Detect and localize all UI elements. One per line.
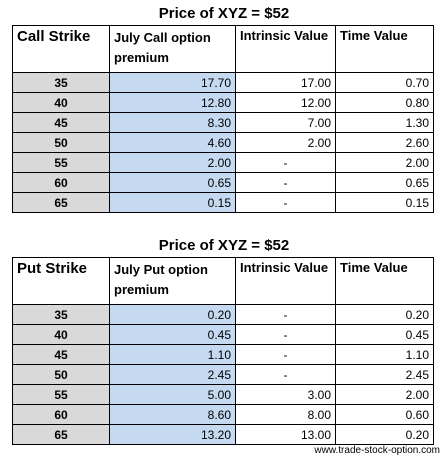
put-time-value-cell: 0.45 [335,324,434,345]
call-premium-cell: 17.70 [109,72,236,93]
call-strike-cell: 35 [12,72,110,93]
put-intrinsic-cell: 3.00 [235,384,336,405]
put-premium-cell: 0.45 [109,324,236,345]
call-intrinsic-cell: 12.00 [235,92,336,113]
call-time-value-cell: 0.65 [335,172,434,193]
call-intrinsic-cell: 17.00 [235,72,336,93]
put-table-row: 40 0.45-0.45 [12,324,434,345]
put-intrinsic-cell: - [235,364,336,385]
put-time-value-cell: 0.20 [335,304,434,325]
call-intrinsic-cell: - [235,152,336,173]
call-table-row: 35 17.70 17.00 0.70 [12,72,434,93]
call-premium-cell: 2.00 [109,152,236,173]
put-intrinsic-cell: 13.00 [235,424,336,445]
put-premium-cell: 1.10 [109,344,236,365]
call-strike-cell: 45 [12,112,110,133]
put-strike-cell: 65 [12,424,110,445]
put-strike-cell: 60 [12,404,110,425]
call-intrinsic-cell: 7.00 [235,112,336,133]
put-table-row: 35 0.20-0.20 [12,304,434,325]
call-premium-cell: 4.60 [109,132,236,153]
put-table-row: 65 13.20 13.00 0.20 [12,424,434,445]
put-strike-cell: 40 [12,324,110,345]
put-strike-cell: 50 [12,364,110,385]
call-intrinsic-cell: - [235,172,336,193]
call-table-row: 60 0.65-0.65 [12,172,434,193]
put-time-header: Time Value [335,257,434,305]
call-table-title: Price of XYZ = $52 [158,5,290,22]
call-time-value-cell: 2.60 [335,132,434,153]
put-premium-cell: 8.60 [109,404,236,425]
put-table-title: Price of XYZ = $52 [158,237,290,254]
put-intrinsic-cell: - [235,304,336,325]
put-time-value-cell: 1.10 [335,344,434,365]
call-premium-cell: 12.80 [109,92,236,113]
call-time-header: Time Value [335,25,434,73]
put-table-row: 55 5.00 3.00 2.00 [12,384,434,405]
put-strike-cell: 55 [12,384,110,405]
put-intrinsic-cell: - [235,344,336,365]
call-table-body: 35 17.70 17.00 0.70 40 12.80 12.00 0.80 45 8.30 7.… [12,72,434,213]
source-watermark: www.trade-stock-option.com [314,445,440,456]
put-premium-header: July Put option premium [109,257,236,305]
put-premium-cell: 0.20 [109,304,236,325]
call-table-row: 40 12.80 12.00 0.80 [12,92,434,113]
call-intrinsic-cell: 2.00 [235,132,336,153]
call-strike-cell: 65 [12,192,110,213]
put-premium-cell: 2.45 [109,364,236,385]
put-time-value-cell: 0.60 [335,404,434,425]
put-intrinsic-cell: - [235,324,336,345]
call-table-row: 65 0.15-0.15 [12,192,434,213]
put-table-row: 50 2.45-2.45 [12,364,434,385]
call-time-value-cell: 0.15 [335,192,434,213]
put-time-value-cell: 0.20 [335,424,434,445]
put-time-value-cell: 2.00 [335,384,434,405]
call-strike-cell: 55 [12,152,110,173]
put-strike-cell: 45 [12,344,110,365]
call-intrinsic-header: Intrinsic Value [235,25,336,73]
put-table-row: 45 1.10-1.10 [12,344,434,365]
call-strike-cell: 50 [12,132,110,153]
put-intrinsic-cell: 8.00 [235,404,336,425]
call-intrinsic-cell: - [235,192,336,213]
call-strike-cell: 60 [12,172,110,193]
call-time-value-cell: 0.70 [335,72,434,93]
call-premium-header: July Call option premium [109,25,236,73]
call-options-table: Call Strike July Call option premium Int… [12,25,434,213]
put-strike-cell: 35 [12,304,110,325]
put-intrinsic-header: Intrinsic Value [235,257,336,305]
call-header-row: Call Strike July Call option premium Int… [12,25,434,73]
call-strike-cell: 40 [12,92,110,113]
call-premium-cell: 0.65 [109,172,236,193]
put-premium-cell: 13.20 [109,424,236,445]
call-time-value-cell: 0.80 [335,92,434,113]
call-time-value-cell: 1.30 [335,112,434,133]
call-table-row: 50 4.60 2.00 2.60 [12,132,434,153]
put-header-row: Put Strike July Put option premium Intri… [12,257,434,305]
call-premium-cell: 0.15 [109,192,236,213]
put-table-body: 35 0.20-0.20 40 0.45-0.45 45 1.10-1.10 50 2.45-… [12,304,434,445]
call-table-row: 45 8.30 7.00 1.30 [12,112,434,133]
call-table-row: 55 2.00-2.00 [12,152,434,173]
put-premium-cell: 5.00 [109,384,236,405]
put-strike-header: Put Strike [12,257,110,305]
call-premium-cell: 8.30 [109,112,236,133]
call-strike-header: Call Strike [12,25,110,73]
call-time-value-cell: 2.00 [335,152,434,173]
put-table-row: 60 8.60 8.00 0.60 [12,404,434,425]
put-time-value-cell: 2.45 [335,364,434,385]
put-options-table: Put Strike July Put option premium Intri… [12,257,434,445]
